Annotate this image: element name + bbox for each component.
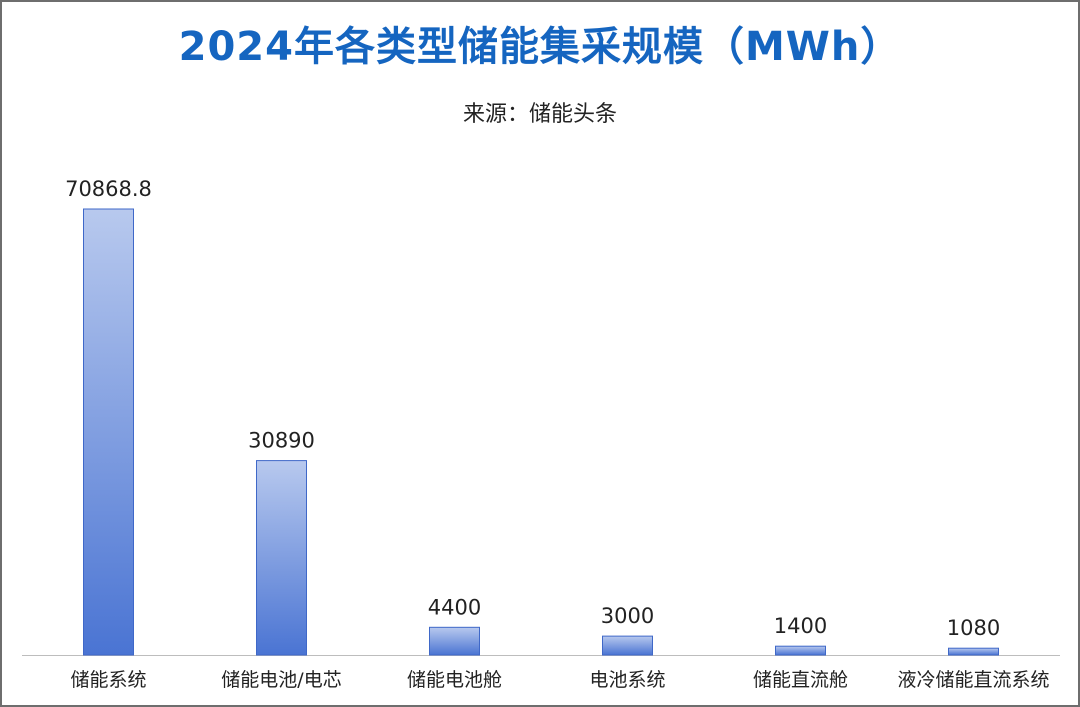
chart-title: 2024年各类型储能集采规模（MWh） (178, 24, 902, 70)
bar-2 (429, 626, 480, 656)
bar-5 (948, 647, 999, 656)
category-label-3: 电池系统 (589, 669, 665, 691)
chart-subtitle: 来源：储能头条 (462, 102, 617, 127)
value-label-3: 3000 (601, 604, 654, 628)
category-label-1: 储能电池/电芯 (221, 669, 341, 691)
bar-4 (775, 645, 826, 656)
value-label-2: 4400 (428, 595, 481, 619)
bar-3 (602, 635, 653, 656)
category-label-0: 储能系统 (70, 669, 146, 691)
category-label-2: 储能电池舱 (407, 669, 502, 691)
value-label-5: 1080 (947, 616, 1000, 640)
bar-1 (256, 460, 307, 656)
category-label-4: 储能直流舱 (753, 669, 848, 691)
bar-0 (83, 208, 134, 656)
value-label-0: 70868.8 (65, 177, 152, 201)
value-label-1: 30890 (248, 429, 315, 453)
value-label-4: 1400 (774, 614, 827, 638)
category-label-5: 液冷储能直流系统 (897, 669, 1049, 691)
